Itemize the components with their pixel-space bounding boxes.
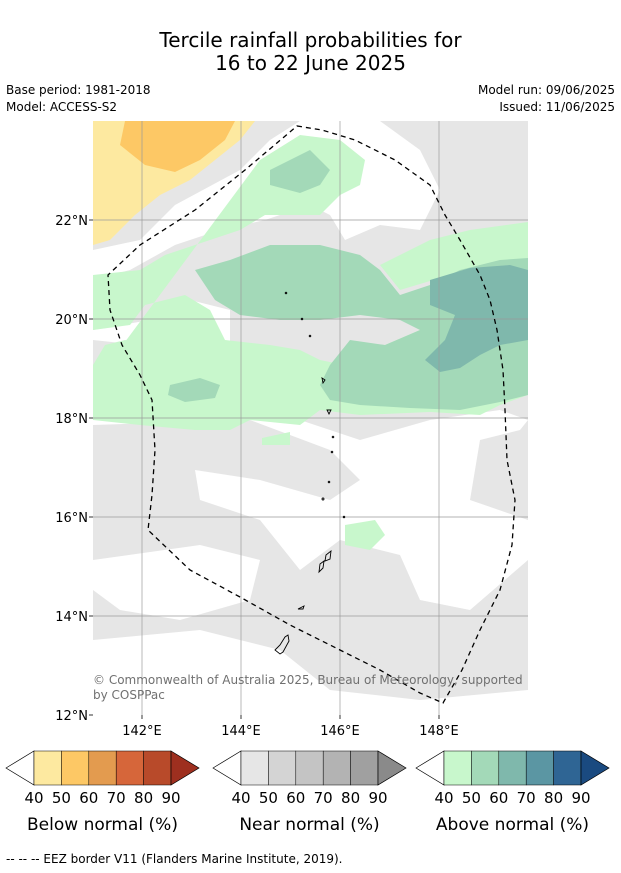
pagan-island: [321, 377, 326, 385]
above-normal-swatch-60: [498, 750, 527, 786]
above-normal-50-north: [270, 150, 330, 193]
above-normal-swatch-70: [525, 750, 554, 786]
near-normal-tick-label: 70: [314, 789, 333, 807]
above-normal-colorbar: 40 50 60 70 80 90 Above normal (%): [415, 750, 610, 835]
above-normal-tick-label: 70: [517, 789, 536, 807]
below-normal-colorbar-label: Below normal (%): [27, 815, 178, 835]
below-normal-swatch-70: [115, 750, 144, 786]
gridlines: [93, 121, 528, 715]
lon-label: 144°E: [221, 724, 261, 739]
island-dot: [321, 497, 325, 501]
below-normal-swatch-50: [61, 750, 90, 786]
near-normal-tick-label: 40: [231, 789, 250, 807]
above-normal-tick-label: 80: [544, 789, 563, 807]
near-normal-tick-label: 90: [368, 789, 387, 807]
eez-border: [107, 125, 516, 704]
island-dot: [308, 334, 312, 338]
below-normal-swatch-40: [33, 750, 62, 786]
near-normal-tick-label: 60: [286, 789, 305, 807]
copyright-line2: by COSPPac: [93, 688, 165, 702]
lat-label: 20°N: [55, 313, 88, 328]
above-normal-50-west: [168, 378, 220, 402]
rota-island: [297, 605, 305, 610]
above-normal-swatch-50: [471, 750, 500, 786]
lat-label: 14°N: [55, 610, 88, 625]
lat-label: 16°N: [55, 511, 88, 526]
below-normal-tick-label: 50: [52, 789, 71, 807]
near-normal-swatch-60: [295, 750, 324, 786]
saipan-island: [324, 549, 332, 562]
near-normal-tick-label: 80: [341, 789, 360, 807]
lon-label: 142°E: [122, 724, 162, 739]
agrihan-island: [326, 409, 332, 416]
colorbar-legends: 40 50 60 70 80 90 Below normal (%) 40 50 60 70 80 90…: [5, 750, 610, 835]
above-normal-tick-label: 40: [434, 789, 453, 807]
island-dot: [342, 515, 346, 519]
above-normal-tick-label: 50: [462, 789, 481, 807]
longitude-labels: 142°E 144°E 146°E 148°E: [122, 724, 459, 739]
above-normal-swatch-40: [443, 750, 472, 786]
tinian-island: [318, 559, 325, 574]
below-normal-tick-label: 70: [107, 789, 126, 807]
near-normal-swatch-80: [350, 750, 379, 786]
copyright-line1: © Commonwealth of Australia 2025, Bureau…: [93, 673, 523, 687]
above-normal-40-island: [345, 520, 385, 550]
islands: [274, 291, 346, 655]
model-run-label: Model run: 09/06/2025: [477, 83, 615, 97]
below-normal-swatch-80: [143, 750, 172, 786]
below-normal-arrow-high: [170, 750, 200, 786]
near-normal-swatch-70: [322, 750, 351, 786]
below-normal-arrow-low: [5, 750, 35, 786]
model-label: Model: ACCESS-S2: [6, 100, 118, 114]
below-normal-tick-label: 60: [79, 789, 98, 807]
near-normal-arrow-low: [212, 750, 242, 786]
map-title-line2: 16 to 22 June 2025: [215, 51, 406, 75]
below-normal-colorbar: 40 50 60 70 80 90 Below normal (%): [5, 750, 200, 835]
below-normal-tick-label: 80: [134, 789, 153, 807]
above-normal-arrow-high: [580, 750, 610, 786]
lon-label: 148°E: [419, 724, 459, 739]
map-title-line1: Tercile rainfall probabilities for: [159, 28, 462, 52]
above-normal-swatch-80: [553, 750, 582, 786]
near-normal-colorbar: 40 50 60 70 80 90 Near normal (%): [212, 750, 407, 835]
above-normal-60: [425, 265, 528, 372]
eez-footnote: -- -- -- EEZ border V11 (Flanders Marine…: [6, 852, 343, 866]
below-normal-tick-label: 40: [24, 789, 43, 807]
guam-island: [274, 634, 290, 655]
island-dot: [331, 435, 335, 439]
latitude-labels: 22°N 20°N 18°N 16°N 14°N 12°N: [55, 214, 88, 724]
island-dot: [284, 291, 288, 295]
near-normal-swatch-50: [268, 750, 297, 786]
base-period-label: Base period: 1981-2018: [6, 83, 151, 97]
island-dot: [327, 480, 331, 484]
above-normal-tick-label: 60: [489, 789, 508, 807]
below-normal-tick-label: 90: [161, 789, 180, 807]
lon-label: 146°E: [320, 724, 360, 739]
above-normal-tick-label: 90: [571, 789, 590, 807]
island-dot: [300, 317, 304, 321]
lat-label: 12°N: [55, 709, 88, 724]
near-normal-swatch-40: [240, 750, 269, 786]
axis-ticks: [89, 219, 440, 719]
white-region-central: [93, 410, 528, 610]
white-region-west: [93, 545, 260, 620]
near-normal-colorbar-label: Near normal (%): [239, 815, 379, 835]
island-dot: [330, 450, 334, 454]
above-normal-arrow-low: [415, 750, 445, 786]
above-normal-40-small: [262, 432, 290, 445]
lat-label: 18°N: [55, 412, 88, 427]
white-region-south: [93, 630, 528, 715]
below-normal-50: [120, 121, 235, 172]
lat-label: 22°N: [55, 214, 88, 229]
near-normal-tick-label: 50: [259, 789, 278, 807]
below-normal-swatch-60: [88, 750, 117, 786]
issued-label: Issued: 11/06/2025: [499, 100, 615, 114]
above-normal-40-east: [380, 222, 528, 290]
above-normal-colorbar-label: Above normal (%): [436, 815, 589, 835]
copyright-notice: © Commonwealth of Australia 2025, Bureau…: [93, 673, 523, 702]
near-normal-arrow-high: [377, 750, 407, 786]
